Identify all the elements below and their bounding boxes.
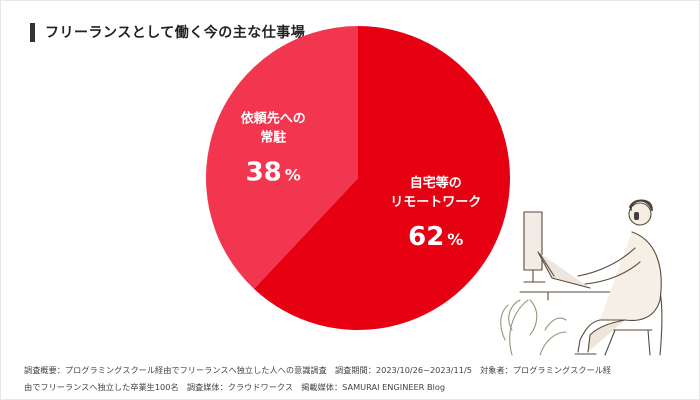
slice-label-line: 自宅等の — [410, 175, 462, 191]
footnote-line-2: 由でフリーランスへ独立した卒業生100名 調査媒体：クラウドワークス 掲載媒体：… — [24, 382, 446, 392]
slice-label-line: 依頼先への — [241, 110, 306, 126]
title-accent-bar — [30, 22, 35, 42]
chart-header: フリーランスとして働く今の主な仕事場 — [30, 22, 305, 42]
slice-label-line: リモートワーク — [390, 195, 481, 210]
pie-slices — [206, 26, 510, 331]
survey-footnote: 調査概要：プログラミングスクール経由でフリーランスへ独立した人への意識調査 調査… — [24, 362, 684, 396]
slice-value: 38% — [246, 157, 301, 187]
pie-slice-2 — [206, 26, 358, 289]
slice-label-line: 常駐 — [260, 129, 286, 145]
person-working-illustration — [500, 199, 663, 356]
chart-title: フリーランスとして働く今の主な仕事場 — [45, 25, 306, 41]
slice-value: 62% — [408, 222, 463, 252]
footnote-line-1: 調査概要：プログラミングスクール経由でフリーランスへ独立した人への意識調査 調査… — [24, 365, 612, 375]
pie-slice-1 — [253, 26, 510, 331]
